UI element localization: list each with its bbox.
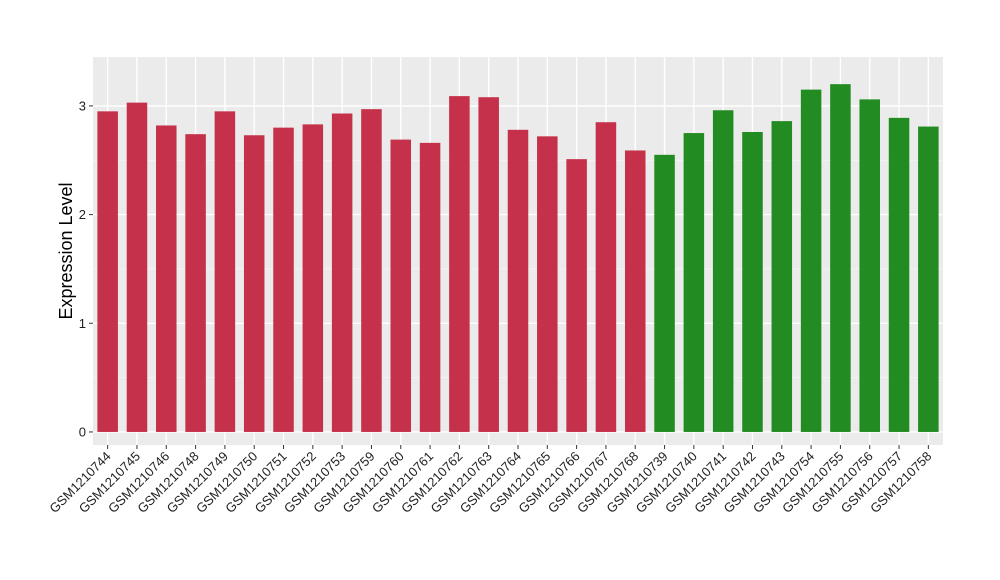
bar-GSM1210761 bbox=[419, 142, 441, 432]
bar-GSM1210754 bbox=[800, 89, 822, 432]
bar-GSM1210756 bbox=[859, 99, 880, 432]
bar-GSM1210762 bbox=[449, 96, 470, 432]
bar-GSM1210749 bbox=[214, 111, 236, 432]
bar-GSM1210760 bbox=[390, 139, 412, 432]
bar-GSM1210748 bbox=[185, 134, 206, 432]
bar-GSM1210764 bbox=[507, 129, 529, 432]
bar-GSM1210766 bbox=[566, 159, 587, 432]
bar-GSM1210757 bbox=[888, 117, 910, 432]
x-axis: GSM1210744GSM1210745GSM1210746GSM1210748… bbox=[46, 445, 934, 516]
y-axis: 0 1 2 3 bbox=[79, 98, 93, 439]
bar-GSM1210751 bbox=[273, 127, 294, 432]
bar-GSM1210743 bbox=[771, 121, 793, 432]
bar-GSM1210763 bbox=[478, 97, 499, 432]
bar-GSM1210745 bbox=[126, 102, 148, 432]
bar-GSM1210755 bbox=[830, 84, 851, 432]
y-tick-label: 2 bbox=[79, 207, 86, 222]
bar-GSM1210767 bbox=[595, 122, 617, 432]
bar-GSM1210765 bbox=[537, 136, 558, 432]
bar-GSM1210740 bbox=[683, 133, 705, 432]
y-axis-title: Expression Level bbox=[56, 182, 76, 319]
bar-GSM1210741 bbox=[712, 110, 734, 432]
bar-GSM1210744 bbox=[97, 111, 118, 432]
y-tick-label: 0 bbox=[79, 424, 86, 439]
bar-GSM1210758 bbox=[918, 126, 939, 432]
bar-GSM1210746 bbox=[156, 125, 177, 432]
bar-GSM1210750 bbox=[243, 135, 265, 432]
y-tick-label: 1 bbox=[79, 316, 86, 331]
bars bbox=[97, 84, 939, 432]
bar-GSM1210752 bbox=[302, 124, 324, 432]
bar-GSM1210768 bbox=[624, 150, 646, 432]
y-tick-label: 3 bbox=[79, 98, 86, 113]
bar-GSM1210759 bbox=[361, 109, 382, 432]
bar-GSM1210742 bbox=[742, 131, 763, 432]
bar-GSM1210753 bbox=[331, 113, 353, 432]
bar-GSM1210739 bbox=[654, 154, 675, 432]
